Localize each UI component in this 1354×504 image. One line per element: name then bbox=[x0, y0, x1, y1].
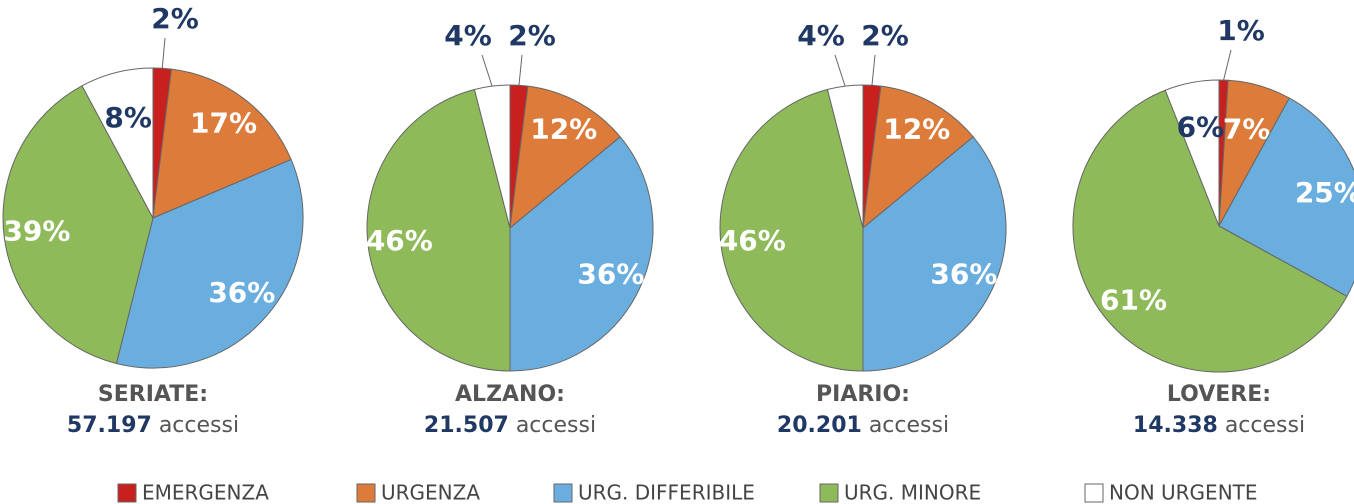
data-label: 36% bbox=[208, 276, 275, 309]
data-label: 2% bbox=[151, 2, 199, 35]
pie-slice bbox=[509, 85, 621, 230]
data-label: 6% bbox=[1177, 110, 1225, 143]
data-label: 4% bbox=[797, 19, 845, 52]
leader-line bbox=[481, 54, 493, 87]
pie-slice bbox=[152, 68, 292, 219]
pie-slice bbox=[862, 85, 974, 230]
total-unit: accessi bbox=[516, 413, 596, 438]
data-label: 12% bbox=[883, 112, 950, 145]
pie-slice bbox=[366, 88, 511, 372]
pie-slice bbox=[1218, 97, 1354, 298]
data-label: 2% bbox=[861, 19, 909, 52]
data-label: 1% bbox=[1217, 14, 1265, 47]
pie-slice bbox=[862, 136, 1007, 372]
pie-slice bbox=[509, 136, 654, 372]
pie-total: 57.197 accessi bbox=[67, 413, 239, 438]
data-label: 25% bbox=[1295, 176, 1354, 209]
legend-label: URG. DIFFERIBILE bbox=[578, 481, 755, 504]
data-label: 2% bbox=[508, 19, 556, 52]
data-label: 36% bbox=[577, 257, 644, 290]
pie-slice bbox=[719, 88, 864, 372]
pie-title: PIARIO: bbox=[816, 382, 910, 407]
legend-swatch bbox=[356, 483, 376, 503]
data-label: 46% bbox=[366, 224, 433, 257]
total-value: 57.197 bbox=[67, 413, 152, 438]
pie-total: 14.338 accessi bbox=[1133, 413, 1305, 438]
data-label: 61% bbox=[1100, 283, 1167, 316]
pie-title: ALZANO: bbox=[455, 382, 565, 407]
total-unit: accessi bbox=[869, 413, 949, 438]
leader-line bbox=[871, 54, 876, 86]
pie-total: 20.201 accessi bbox=[777, 413, 949, 438]
legend-swatch bbox=[117, 483, 137, 503]
data-label: 4% bbox=[444, 19, 492, 52]
data-label: 12% bbox=[530, 112, 597, 145]
pie-slice bbox=[1072, 89, 1348, 373]
legend-label: URG. MINORE bbox=[844, 481, 981, 504]
pie-title: LOVERE: bbox=[1167, 382, 1271, 407]
total-value: 21.507 bbox=[424, 413, 509, 438]
data-label: 17% bbox=[190, 107, 257, 140]
legend-label: EMERGENZA bbox=[142, 481, 269, 504]
data-label: 46% bbox=[719, 224, 786, 257]
legend-swatch bbox=[819, 483, 839, 503]
leader-line bbox=[161, 37, 166, 69]
data-label: 7% bbox=[1223, 113, 1271, 146]
total-value: 14.338 bbox=[1133, 413, 1218, 438]
legend-label: NON URGENTE bbox=[1109, 481, 1258, 504]
leader-line bbox=[518, 54, 523, 86]
legend-swatch bbox=[553, 483, 573, 503]
total-unit: accessi bbox=[159, 413, 239, 438]
leader-line bbox=[1223, 49, 1232, 81]
data-label: 8% bbox=[104, 101, 152, 134]
legend-label: URGENZA bbox=[381, 481, 480, 504]
leader-line bbox=[834, 54, 846, 87]
data-label: 36% bbox=[930, 257, 997, 290]
pie-slice bbox=[81, 67, 154, 219]
pie-slice bbox=[115, 158, 304, 369]
pie-slice bbox=[2, 85, 154, 365]
legend-swatch bbox=[1084, 483, 1104, 503]
total-value: 20.201 bbox=[777, 413, 862, 438]
pie-total: 21.507 accessi bbox=[424, 413, 596, 438]
pie-slice bbox=[1164, 79, 1220, 227]
total-unit: accessi bbox=[1225, 413, 1305, 438]
data-label: 39% bbox=[3, 214, 70, 247]
pie-title: SERIATE: bbox=[98, 382, 208, 407]
